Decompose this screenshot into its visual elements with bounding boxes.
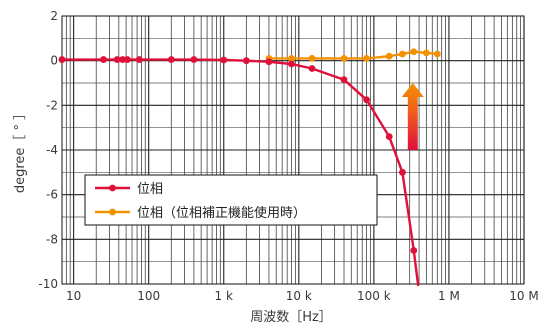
x-tick-label: 100 k	[357, 289, 391, 303]
data-point	[385, 52, 393, 60]
data-point	[410, 247, 418, 254]
y-tick-labels: 2 0 -2 -4 -6 -8 -10	[38, 9, 58, 291]
data-point	[100, 56, 107, 63]
data-point	[265, 58, 273, 66]
legend-box	[84, 174, 378, 226]
y-tick-label: -2	[46, 98, 58, 112]
data-point	[242, 57, 250, 65]
data-point	[340, 76, 348, 84]
x-axis-label: 周波数［Hz］	[250, 310, 332, 325]
series-line	[268, 50, 438, 60]
series-line	[62, 58, 420, 287]
data-point	[363, 96, 371, 104]
data-point	[422, 49, 430, 57]
x-tick-labels: 10 100 1 k 10 k 100 k 1 M 10 M	[66, 289, 539, 303]
x-tick-label: 10 M	[509, 289, 538, 303]
data-point	[58, 56, 66, 63]
y-axis-label: degree［ ° ］	[13, 107, 28, 193]
legend-marker	[109, 184, 116, 192]
data-point	[123, 56, 131, 63]
x-tick-label: 100	[137, 289, 160, 303]
legend-entry: 位相	[137, 182, 163, 197]
data-point	[119, 56, 127, 63]
data-point	[288, 60, 295, 68]
x-tick-label: 10	[66, 289, 81, 303]
y-tick-label: -4	[46, 143, 58, 157]
y-tick-label: 0	[50, 54, 58, 68]
data-point	[433, 50, 441, 58]
y-tick-label: -10	[38, 277, 58, 291]
x-tick-label: 1 M	[438, 289, 460, 303]
data-point	[399, 50, 406, 58]
annotation-arrow-group	[401, 83, 424, 150]
data-point	[363, 55, 371, 62]
data-point	[288, 55, 295, 62]
data-point	[399, 168, 406, 176]
plot-frame	[61, 15, 525, 285]
series-layer	[58, 48, 441, 287]
data-point	[135, 56, 143, 63]
y-tick-label: -6	[46, 188, 58, 202]
data-point	[167, 56, 175, 63]
data-point	[113, 56, 121, 63]
data-point	[308, 55, 316, 62]
data-point	[340, 55, 348, 62]
x-tick-label: 1 k	[215, 289, 233, 303]
legend-marker	[109, 208, 116, 216]
data-point	[190, 56, 198, 63]
data-point	[410, 48, 418, 56]
data-point	[385, 133, 393, 141]
annotation-arrow	[401, 83, 424, 150]
x-tick-label: 10 k	[286, 289, 312, 303]
data-point	[220, 56, 228, 64]
data-point	[308, 65, 316, 72]
y-tick-label: 2	[50, 9, 58, 23]
legend-entry: 位相（位相補正機能使用時）	[137, 205, 306, 221]
y-tick-label: -8	[46, 232, 58, 246]
